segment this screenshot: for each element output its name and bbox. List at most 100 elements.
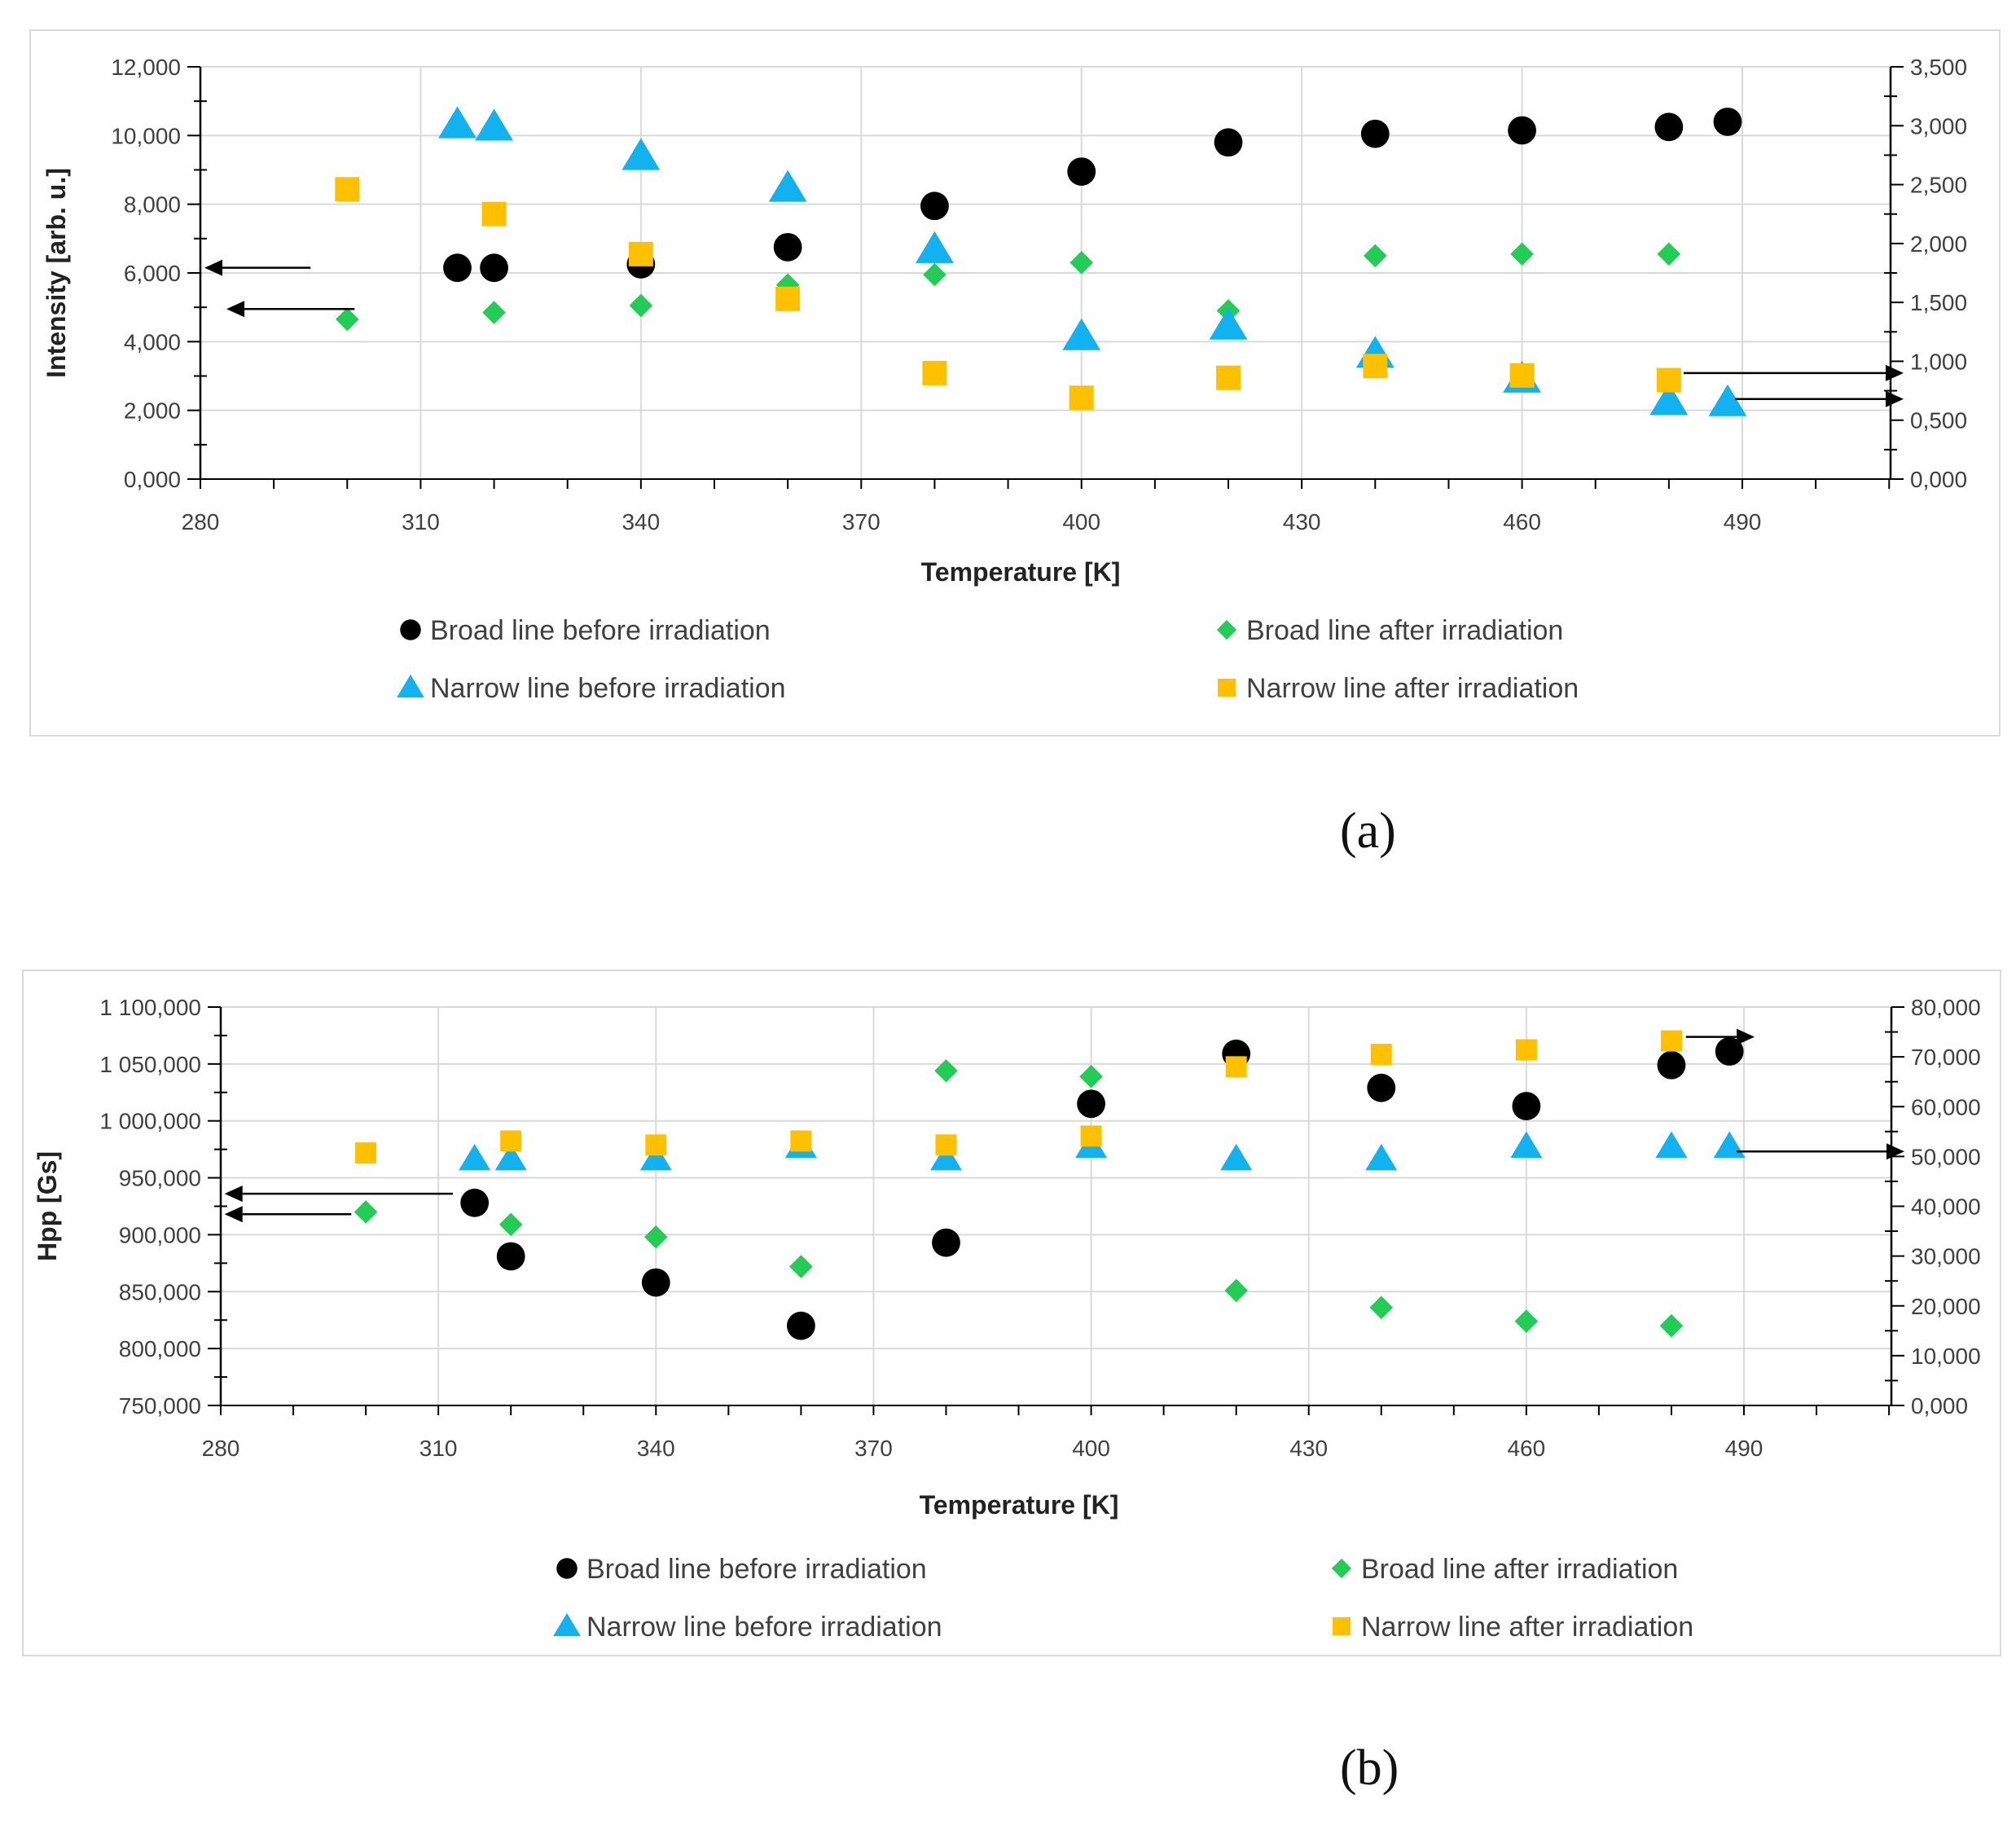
data-point [482,301,506,324]
y-right-tick-label: 10,000 [1911,1344,1981,1369]
data-point [1708,384,1747,416]
y-left-tick-label: 1 100,000 [99,995,201,1020]
axes: 750,000 800,000 850,000 900,000 950,000 1 000… [99,995,1980,1461]
y-left-tick-label: 12,000 [111,55,181,80]
legend-entry: Narrow line before irradiation [586,1612,942,1643]
x-tick-label: 310 [419,1436,458,1461]
data-point [1657,242,1681,266]
y-right-tick-label: 30,000 [1911,1244,1981,1269]
series-broad-line-after-irradiation [335,242,1681,332]
data-point [443,253,472,283]
x-tick-label: 430 [1283,509,1321,534]
legend-marker [397,674,424,698]
legend-marker [553,1612,581,1637]
data-point [775,286,801,311]
data-point [355,1142,377,1164]
data-point [786,1311,815,1340]
x-tick-label: 280 [202,1436,240,1461]
data-point [1069,385,1094,411]
series-broad-line-before-irradiation [443,108,1742,283]
y-left-tick-label: 850,000 [119,1279,201,1304]
data-point [1713,1131,1746,1159]
data-point [459,1143,491,1171]
data-point [789,1255,813,1278]
data-point [494,1143,527,1171]
data-point [1224,1278,1248,1303]
data-point [641,1268,670,1297]
y-axis-title: Hpp [Gs] [33,1151,62,1261]
y-left-tick-label: 800,000 [119,1336,201,1361]
data-point [639,1143,672,1171]
y-left-tick-label: 6,000 [124,261,181,286]
data-point [629,293,653,318]
series-broad-line-after-irradiation [354,1058,1684,1338]
y-right-tick-label: 50,000 [1911,1144,1981,1169]
arrow-head-right [1886,364,1904,381]
data-point [1660,1030,1682,1052]
legend-entry: Broad line before irradiation [586,1554,927,1585]
legend-marker [556,1558,578,1579]
legend-marker [1216,619,1237,640]
chart-b-svg: 750,000 800,000 850,000 900,000 950,000 1 000… [33,995,1981,1643]
y-left-tick-label: 8,000 [124,192,181,218]
legend-marker [1331,1558,1352,1579]
x-tick-label: 460 [1507,1436,1545,1461]
data-point [496,1242,525,1271]
panel-label-b: (b) [1340,1740,1399,1796]
data-point [1713,108,1742,136]
legend: Broad line before irradiation Broad line … [553,1554,1693,1643]
data-point [1510,1131,1543,1159]
legend-entry: Broad line before irradiation [430,615,771,646]
y-right-tick-label: 0,000 [1910,467,1967,492]
arrow-head-left [224,1185,243,1203]
arrow-head-left [204,259,223,276]
data-point [923,262,947,287]
data-point [1715,1037,1744,1066]
data-point [481,201,507,227]
data-point [645,1134,667,1156]
chart-a-svg: 0,000 2,000 4,000 6,000 8,000 10,000 12,000 0,0… [42,55,1967,704]
data-point [438,106,477,139]
data-point [1654,112,1684,142]
legend-marker [1333,1617,1351,1635]
y-left-tick-label: 0,000 [124,467,181,492]
x-tick-label: 400 [1072,1436,1110,1461]
x-tick-label: 430 [1289,1436,1328,1461]
data-point [1509,363,1535,388]
y-right-tick-label: 3,500 [1910,55,1967,80]
data-point [354,1200,378,1224]
data-point [929,1143,963,1171]
data-point [500,1130,522,1152]
panel-label-a: (a) [1340,803,1396,859]
y-axis-title: Intensity [arb. u.] [42,168,71,378]
x-tick-label: 490 [1725,1436,1763,1461]
y-right-tick-label: 0,000 [1911,1393,1968,1419]
data-point [460,1188,490,1217]
data-point [915,231,954,263]
data-point [934,1058,958,1083]
data-point [920,191,949,221]
legend-entry: Broad line after irradiation [1361,1554,1678,1585]
data-point [1510,242,1534,266]
data-point [790,1130,812,1152]
data-point [1067,157,1096,187]
y-right-tick-label: 1,000 [1910,349,1967,374]
x-tick-label: 460 [1503,509,1541,534]
data-point [1514,1309,1539,1333]
x-tick-label: 370 [842,509,881,534]
data-point [1214,128,1243,157]
data-point [1209,307,1248,340]
y-right-tick-label: 70,000 [1911,1045,1981,1070]
data-point [621,138,661,170]
x-axis-title: Temperature [K] [920,1490,1119,1520]
series-narrow-line-after-irradiation [355,1030,1682,1164]
legend-entry: Broad line after irradiation [1246,615,1563,646]
data-point [499,1212,523,1237]
arrow-head-right [1737,1028,1755,1045]
data-point [1360,119,1390,148]
x-tick-label: 280 [182,509,220,534]
y-right-tick-label: 80,000 [1911,995,1981,1020]
data-point [1062,318,1101,350]
data-point [1515,1039,1537,1061]
y-right-tick-label: 0,500 [1910,408,1967,433]
